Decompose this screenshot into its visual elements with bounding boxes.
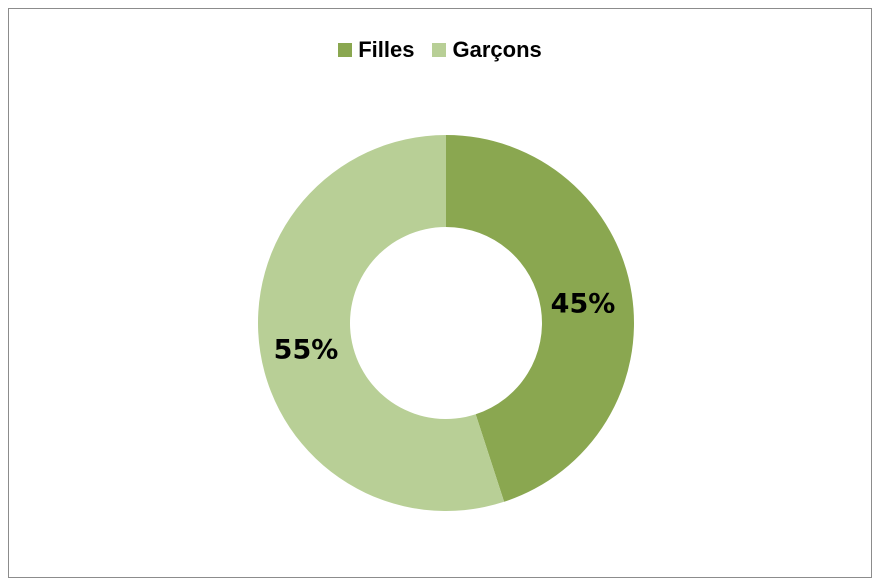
legend-label-garcons: Garçons [452,37,542,62]
legend-swatch-filles [338,43,353,57]
legend-label-filles: Filles [358,37,415,62]
legend-item-garcons: Garçons [432,37,542,63]
data-label-garcons: 55% [274,335,339,366]
donut-slice-filles [446,135,634,502]
data-label-filles: 45% [551,289,616,320]
donut-slice-garcons [257,135,505,511]
legend: Filles Garçons [9,37,871,63]
legend-item-filles: Filles [338,37,414,63]
legend-swatch-garcons [432,43,447,57]
